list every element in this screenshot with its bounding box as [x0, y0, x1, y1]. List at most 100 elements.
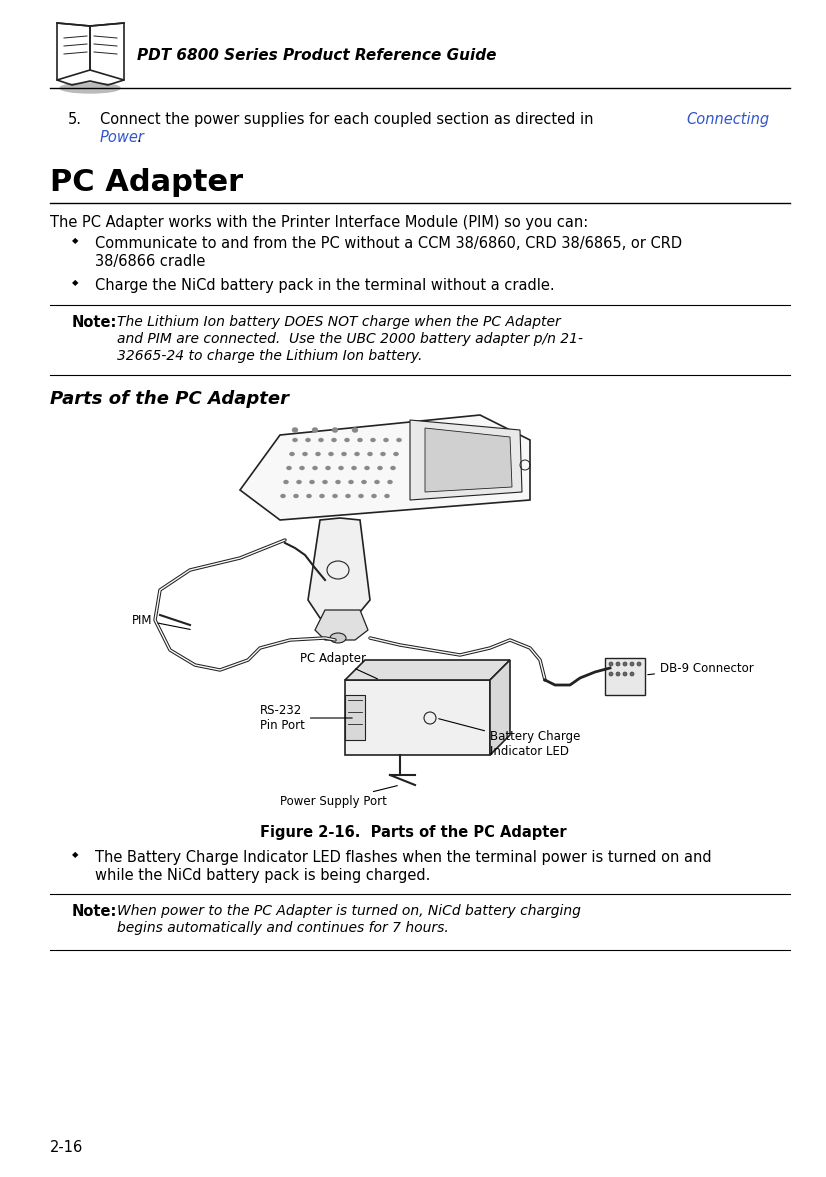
Ellipse shape — [623, 672, 627, 676]
Ellipse shape — [616, 672, 620, 676]
Text: The Battery Charge Indicator LED flashes when the terminal power is turned on an: The Battery Charge Indicator LED flashes… — [95, 850, 712, 865]
Ellipse shape — [345, 494, 350, 498]
Ellipse shape — [396, 438, 401, 443]
Text: and PIM are connected.  Use the UBC 2000 battery adapter p/n 21-: and PIM are connected. Use the UBC 2000 … — [117, 332, 583, 346]
Text: 38/6866 cradle: 38/6866 cradle — [95, 254, 206, 270]
Ellipse shape — [372, 494, 377, 498]
Polygon shape — [345, 694, 365, 740]
Ellipse shape — [344, 438, 349, 443]
Text: Battery Charge
Indicator LED: Battery Charge Indicator LED — [439, 719, 581, 758]
Ellipse shape — [609, 661, 613, 666]
Ellipse shape — [306, 494, 311, 498]
Text: Power Supply Port: Power Supply Port — [279, 786, 397, 807]
Ellipse shape — [333, 494, 338, 498]
Ellipse shape — [335, 480, 340, 484]
Text: Connecting: Connecting — [686, 112, 769, 127]
Ellipse shape — [316, 452, 320, 455]
Ellipse shape — [391, 466, 396, 470]
Text: Parts of the PC Adapter: Parts of the PC Adapter — [50, 390, 289, 408]
Ellipse shape — [292, 427, 298, 432]
Ellipse shape — [354, 452, 359, 455]
Text: DB-9 Connector: DB-9 Connector — [648, 661, 754, 674]
Ellipse shape — [297, 480, 301, 484]
Ellipse shape — [609, 672, 613, 676]
Polygon shape — [240, 415, 530, 520]
Ellipse shape — [60, 84, 120, 93]
Polygon shape — [345, 660, 510, 680]
Ellipse shape — [322, 480, 327, 484]
Text: Figure 2-16.  Parts of the PC Adapter: Figure 2-16. Parts of the PC Adapter — [259, 825, 567, 840]
Text: Connect the power supplies for each coupled section as directed in: Connect the power supplies for each coup… — [100, 112, 598, 127]
Ellipse shape — [630, 672, 634, 676]
Ellipse shape — [281, 494, 286, 498]
Text: while the NiCd battery pack is being charged.: while the NiCd battery pack is being cha… — [95, 867, 430, 883]
Ellipse shape — [387, 480, 392, 484]
Text: begins automatically and continues for 7 hours.: begins automatically and continues for 7… — [117, 920, 449, 935]
Ellipse shape — [319, 438, 324, 443]
Ellipse shape — [287, 466, 292, 470]
Text: The Lithium Ion battery DOES NOT charge when the PC Adapter: The Lithium Ion battery DOES NOT charge … — [117, 315, 561, 330]
Text: PC Adapter: PC Adapter — [50, 168, 243, 197]
Text: .: . — [136, 129, 140, 145]
Text: 5.: 5. — [68, 112, 82, 127]
Text: When power to the PC Adapter is turned on, NiCd battery charging: When power to the PC Adapter is turned o… — [117, 904, 581, 918]
Ellipse shape — [289, 452, 295, 455]
Polygon shape — [605, 658, 645, 694]
Ellipse shape — [381, 452, 386, 455]
Text: RS-232
Pin Port: RS-232 Pin Port — [260, 704, 352, 732]
Ellipse shape — [371, 438, 376, 443]
Text: Note:: Note: — [72, 315, 117, 330]
Ellipse shape — [302, 452, 307, 455]
Ellipse shape — [383, 438, 388, 443]
Polygon shape — [308, 518, 370, 618]
Text: Power: Power — [100, 129, 145, 145]
Polygon shape — [345, 680, 490, 754]
Ellipse shape — [358, 494, 363, 498]
Ellipse shape — [293, 494, 298, 498]
Ellipse shape — [325, 466, 330, 470]
Ellipse shape — [616, 661, 620, 666]
Text: Charge the NiCd battery pack in the terminal without a cradle.: Charge the NiCd battery pack in the term… — [95, 278, 554, 293]
Text: 2-16: 2-16 — [50, 1141, 83, 1155]
Ellipse shape — [339, 466, 344, 470]
Ellipse shape — [300, 466, 305, 470]
Ellipse shape — [312, 427, 318, 432]
Ellipse shape — [358, 438, 363, 443]
Text: Communicate to and from the PC without a CCM 38/6860, CRD 38/6865, or CRD: Communicate to and from the PC without a… — [95, 237, 682, 251]
Ellipse shape — [330, 633, 346, 643]
Text: 32665-24 to charge the Lithium Ion battery.: 32665-24 to charge the Lithium Ion batte… — [117, 350, 422, 363]
Ellipse shape — [630, 661, 634, 666]
Ellipse shape — [352, 427, 358, 432]
Ellipse shape — [312, 466, 317, 470]
Text: PC Adapter: PC Adapter — [300, 652, 377, 679]
Text: The PC Adapter works with the Printer Interface Module (PIM) so you can:: The PC Adapter works with the Printer In… — [50, 215, 588, 230]
Ellipse shape — [368, 452, 373, 455]
Ellipse shape — [292, 438, 297, 443]
Ellipse shape — [320, 494, 325, 498]
Polygon shape — [425, 428, 512, 492]
Ellipse shape — [306, 438, 311, 443]
Ellipse shape — [377, 466, 382, 470]
Ellipse shape — [310, 480, 315, 484]
Ellipse shape — [362, 480, 367, 484]
Ellipse shape — [329, 452, 334, 455]
Text: PDT 6800 Series Product Reference Guide: PDT 6800 Series Product Reference Guide — [137, 48, 496, 64]
Ellipse shape — [623, 661, 627, 666]
Text: ◆: ◆ — [72, 850, 78, 859]
Ellipse shape — [364, 466, 369, 470]
Ellipse shape — [352, 466, 357, 470]
Ellipse shape — [331, 438, 336, 443]
Text: ◆: ◆ — [72, 237, 78, 245]
Ellipse shape — [283, 480, 288, 484]
Ellipse shape — [374, 480, 379, 484]
Text: PIM: PIM — [132, 613, 190, 630]
Ellipse shape — [393, 452, 398, 455]
Ellipse shape — [637, 661, 641, 666]
Ellipse shape — [349, 480, 354, 484]
Polygon shape — [490, 660, 510, 754]
Ellipse shape — [332, 427, 338, 432]
Polygon shape — [410, 420, 522, 500]
Text: Note:: Note: — [72, 904, 117, 919]
Ellipse shape — [384, 494, 390, 498]
Polygon shape — [315, 610, 368, 640]
